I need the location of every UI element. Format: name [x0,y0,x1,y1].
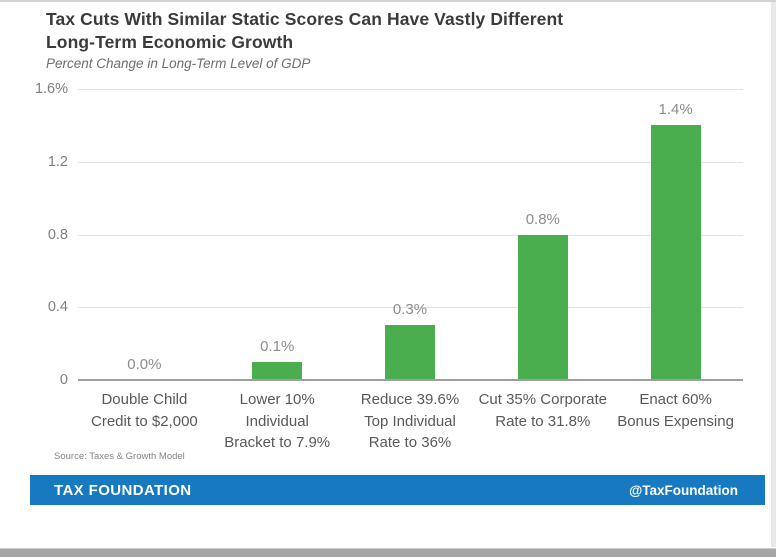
chart-title: Tax Cuts With Similar Static Scores Can … [46,8,563,54]
y-axis-tick-label: 0.4 [47,299,68,316]
gridline [78,89,743,90]
category-label: Lower 10% Individual Bracket to 7.9% [224,391,331,451]
bar-value-label: 0.8% [525,210,560,228]
bar-column: 1.4% [609,89,742,380]
bar-column: 0.1% [211,89,344,380]
footer-brand-bar: TAX FOUNDATION @TaxFoundation [30,475,765,505]
chart-subtitle: Percent Change in Long-Term Level of GDP [46,56,311,71]
gridline [78,307,743,309]
bar [517,234,568,380]
plot-area: 0.0% 0.1% 0.3% 0.8% 1.4% [78,89,742,380]
y-axis-tick-label: 1.2 [47,153,68,170]
bar-chart: 1.6% 1.2 0.8 0.4 0 0.0% 0.1% 0.3% 0.8% 1.4% [0,81,743,388]
bar [650,125,701,380]
source-note: Source: Taxes & Growth Model [54,451,185,462]
window-top-edge [0,0,776,2]
x-axis-baseline [78,379,743,381]
bar [384,325,435,380]
y-axis-tick-label: 0.8 [47,226,68,243]
x-axis-category-labels: Double Child Credit to $2,000 Lower 10% Ind… [78,389,742,454]
y-axis-tick-label: 1.6% [34,81,68,97]
bar [252,361,303,380]
category-label: Cut 35% Corporate Rate to 31.8% [478,391,607,430]
brand-name: TAX FOUNDATION [54,481,192,499]
horizontal-scrollbar[interactable] [0,548,776,557]
category-label: Double Child Credit to $2,000 [91,391,198,430]
bar-value-label: 0.0% [127,356,162,373]
window-right-edge [771,2,776,547]
bar-value-label: 0.3% [392,301,428,319]
chart-title-line2: Long-Term Economic Growth [46,32,294,52]
bar-column: 0.0% [78,89,211,380]
category-label: Enact 60% Bonus Expensing [617,391,734,430]
chart-title-line1: Tax Cuts With Similar Static Scores Can … [46,9,564,29]
gridline [78,234,743,236]
chart-header: Tax Cuts With Similar Static Scores Can … [46,8,563,71]
bar-value-label: 0.1% [260,337,295,355]
bar-value-label: 1.4% [658,101,693,119]
category-label: Reduce 39.6% Top Individual Rate to 36% [360,391,460,451]
twitter-handle: @TaxFoundation [629,482,738,498]
bar-column: 0.8% [476,89,609,380]
bar-column: 0.3% [344,89,477,380]
gridline [78,161,743,163]
y-axis-tick-label: 0 [59,372,68,388]
